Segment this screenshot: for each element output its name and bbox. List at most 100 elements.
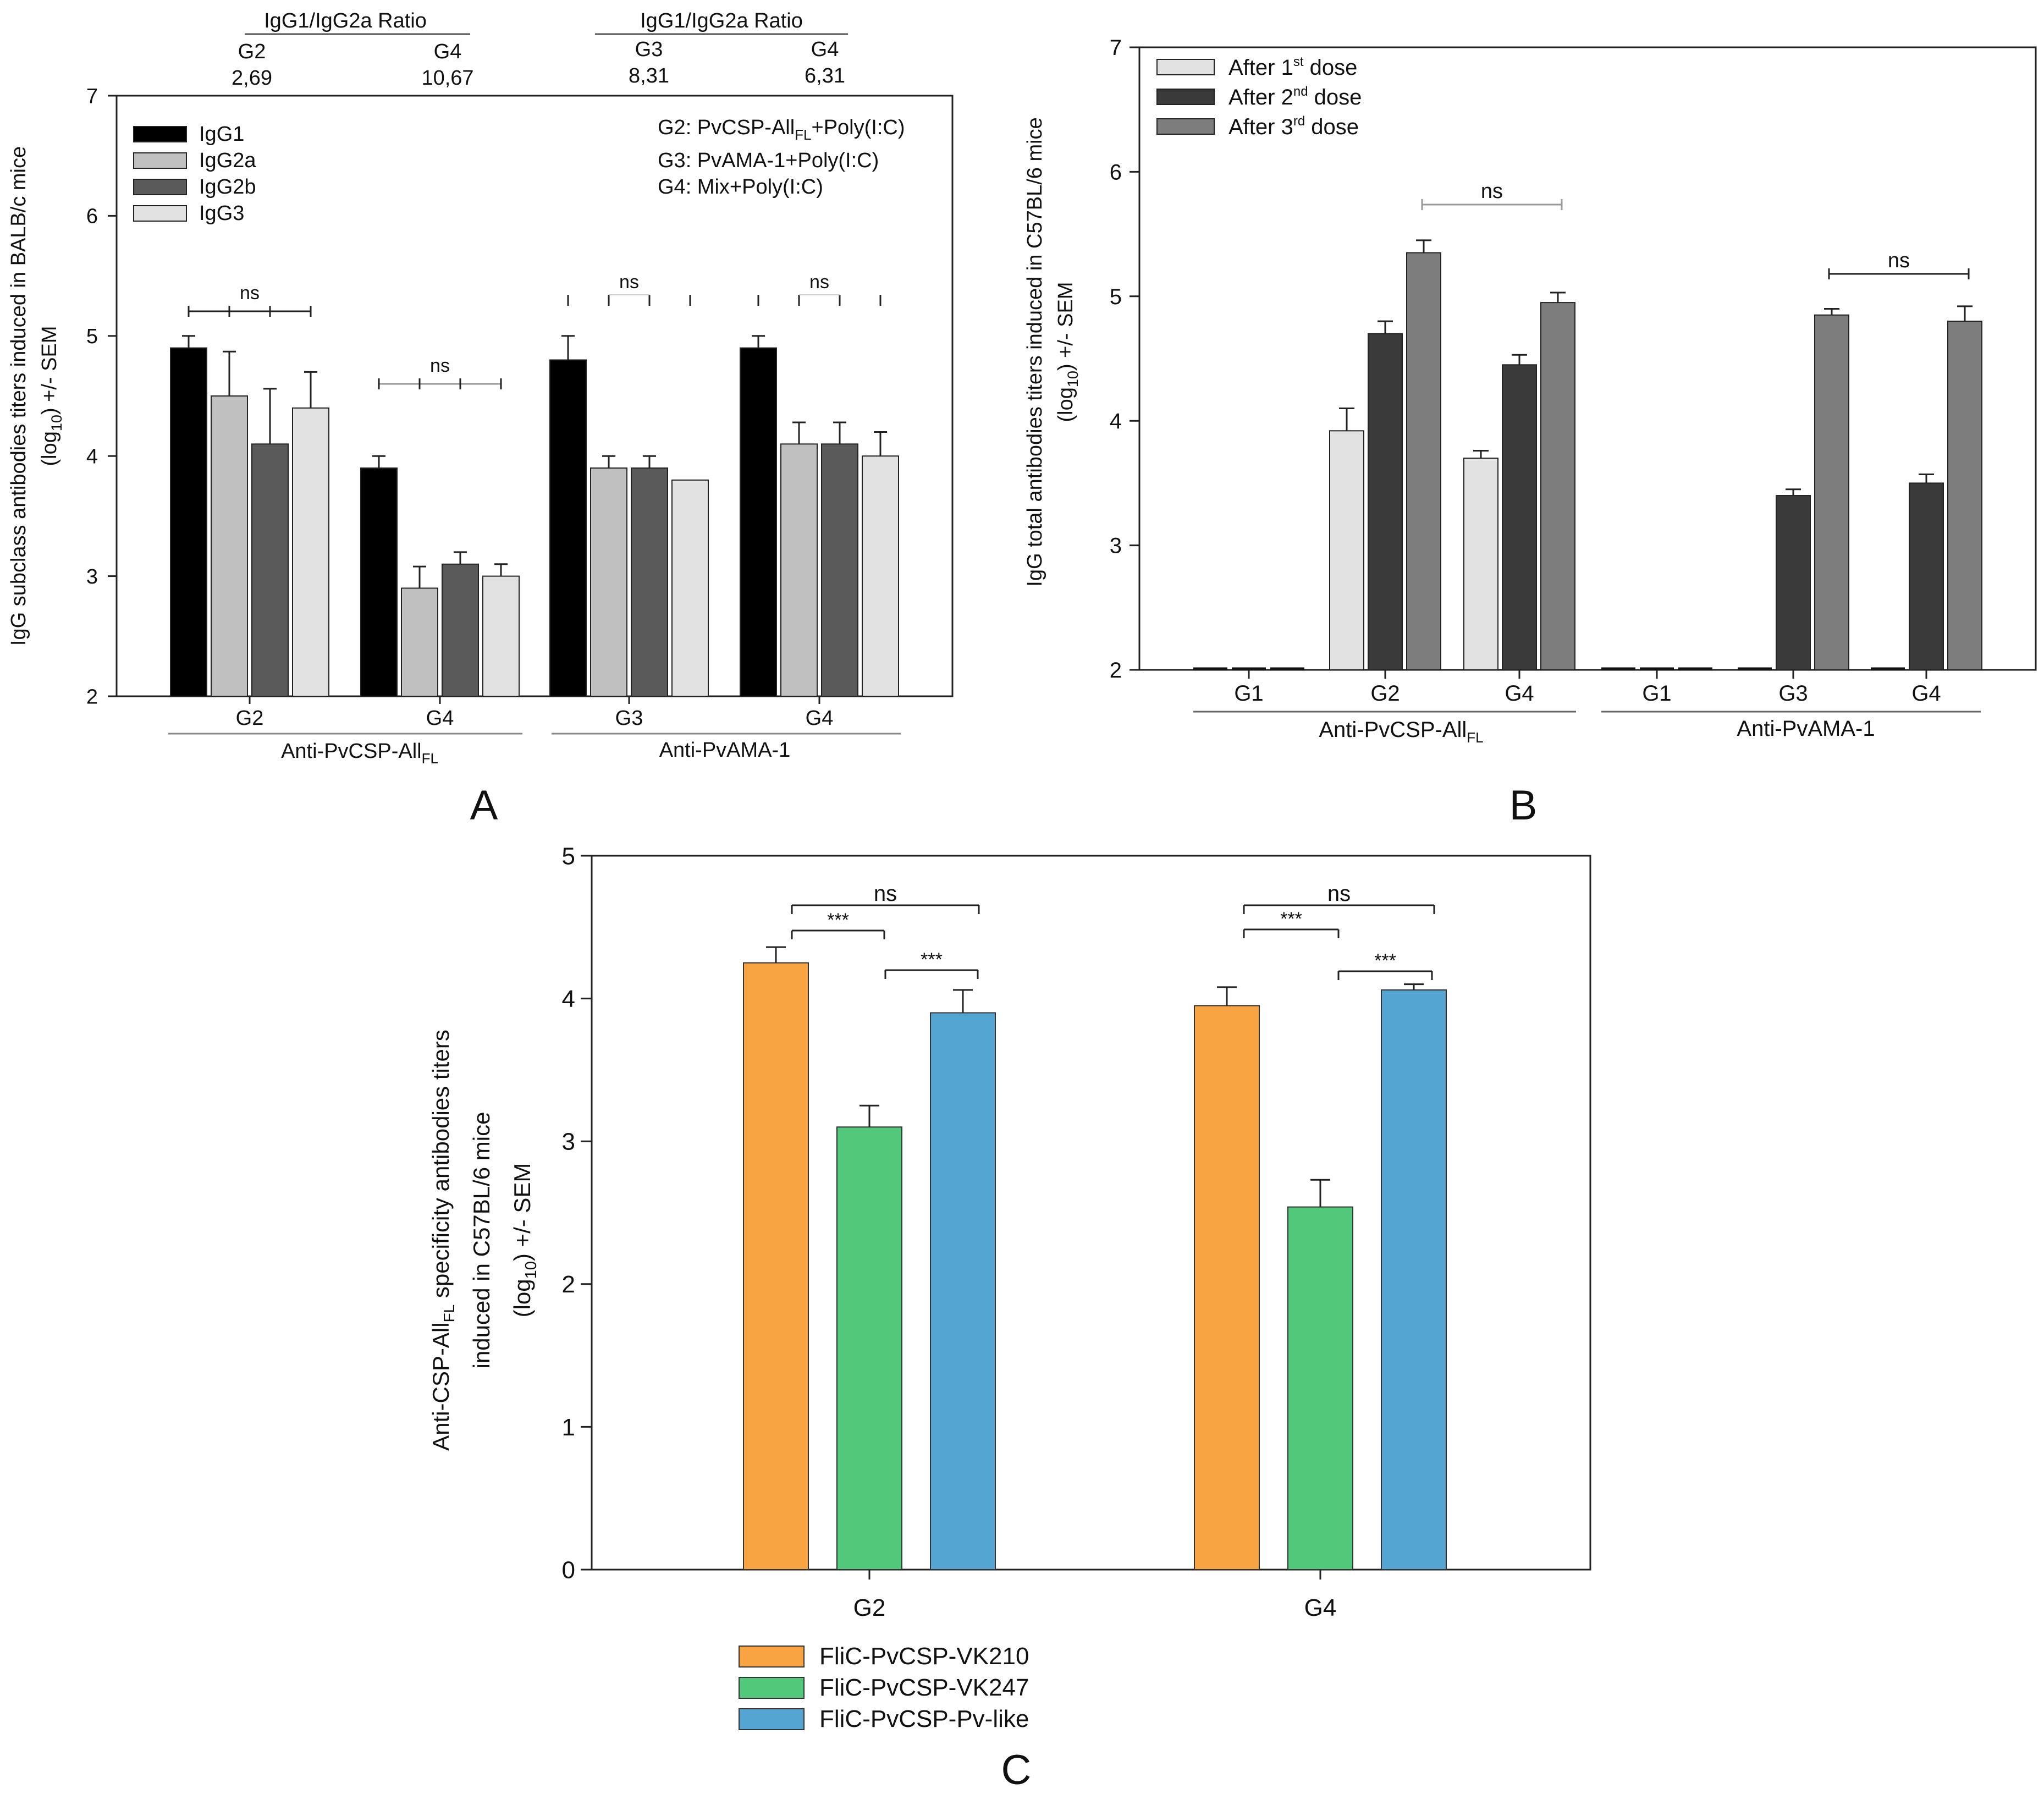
panel-a-bar-igg1 — [549, 359, 587, 697]
ratio-value: 6,31 — [805, 64, 845, 87]
panel-a-bar-igg1 — [170, 347, 207, 697]
panel-a-y-tick-label: 2 — [86, 685, 98, 708]
legend-label: FliC-PvCSP-VK210 — [819, 1643, 1029, 1670]
legend-label: IgG1 — [199, 123, 244, 146]
panel-a-bar-igg3 — [671, 479, 709, 697]
panel-b-plot-frame — [1138, 46, 2037, 671]
legend-label: IgG3 — [199, 202, 244, 225]
panel-a-group-label-csp: Anti-PvCSP-AllFL — [281, 740, 438, 767]
annotation-g3: G3: PvAMA-1+Poly(I:C) — [658, 149, 879, 172]
panel-label-b: B — [1509, 782, 1538, 829]
panel-c-sig-g2-a-label: *** — [827, 910, 849, 931]
legend-swatch — [1156, 89, 1215, 105]
panel-b-x-tick-label: G4 — [1911, 681, 1941, 706]
panel-a-bar-igg2b — [442, 563, 479, 697]
panel-c-ylabel-line1: Anti-CSP-AllFL specificity antibodies ti… — [428, 1030, 458, 1451]
panel-a-group-label-ama: Anti-PvAMA-1 — [659, 739, 791, 762]
panel-b-y-tick-label: 6 — [1110, 160, 1122, 184]
panel-b-ylabel-line2: (log10) +/- SEM — [1054, 282, 1081, 422]
panel-a-x-tick-label: G4 — [426, 707, 454, 730]
panel-b-sig-csp-label: ns — [1481, 180, 1503, 203]
ratio-value: 10,67 — [421, 67, 473, 90]
panel-c-y-tick-label: 5 — [562, 843, 575, 870]
panel-a-y-tick-label: 7 — [86, 85, 98, 108]
legend-label: FliC-PvCSP-Pv-like — [819, 1705, 1029, 1732]
panel-a-legend: IgG1 IgG2a IgG2b IgG3 — [133, 123, 256, 225]
legend-label: After 3rd dose — [1228, 114, 1359, 139]
panel-b-bar-dose-3 — [1947, 321, 1982, 670]
annotation-g2: G2: PvCSP-AllFL+Poly(I:C) — [658, 116, 905, 143]
panel-a-bar-igg2a — [211, 395, 248, 697]
panel-a-sig-g2-label: ns — [240, 283, 260, 304]
panel-b-x-tick-label: G3 — [1778, 681, 1808, 706]
panel-c-bar-flic-pvcsp-pv-like — [1381, 989, 1447, 1570]
panel-a-ratio-header-2: IgG1/IgG2a Ratio G3 G4 8,31 6,31 — [595, 9, 848, 87]
panel-a-ylabel-line1: IgG subclass antibodies titers induced i… — [7, 146, 30, 646]
panel-c-y-tick-label: 2 — [562, 1271, 575, 1298]
legend-label: IgG2a — [199, 149, 256, 172]
panel-a-y-tick-label: 3 — [86, 565, 98, 588]
panel-b-group-label-csp: Anti-PvCSP-AllFL — [1319, 718, 1483, 746]
ratio-group-label: G3 — [635, 38, 663, 61]
panel-a-group-annotations: G2: PvCSP-AllFL+Poly(I:C) G3: PvAMA-1+Po… — [658, 116, 905, 199]
panel-b-bar-dose-3 — [1406, 252, 1441, 670]
legend-label: FliC-PvCSP-VK247 — [819, 1674, 1029, 1701]
panel-c-bar-flic-pvcsp-vk247 — [1287, 1206, 1353, 1570]
panel-a-x-tick-label: G2 — [236, 707, 264, 730]
panel-b-y-axis: 2 3 4 5 6 7 — [1110, 36, 1139, 683]
panel-b-y-tick-label: 2 — [1110, 658, 1122, 683]
legend-swatch — [1156, 118, 1215, 135]
panel-c-y-tick-label: 4 — [562, 986, 575, 1012]
panel-c-x-tick-label: G2 — [853, 1594, 886, 1621]
panel-b-x-tick-label: G1 — [1234, 681, 1263, 706]
legend-swatch — [133, 205, 187, 222]
panel-b-bar-dose-3 — [1540, 302, 1575, 670]
ratio-value: 2,69 — [232, 67, 272, 90]
panel-a-bar-igg1 — [360, 467, 398, 697]
panel-a-y-axis: 2 3 4 5 6 7 — [86, 85, 117, 708]
panel-a-bar-igg3 — [482, 575, 520, 697]
ratio-header-title: IgG1/IgG2a Ratio — [640, 9, 803, 32]
legend-swatch — [1156, 59, 1215, 75]
panel-a-sig-g4-label: ns — [430, 355, 450, 376]
legend-swatch — [133, 126, 187, 142]
legend-label: After 1st dose — [1228, 54, 1357, 80]
panel-a-ylabel-line2: (log10) +/- SEM — [38, 326, 65, 466]
panel-b-bars: G1 G2 G4 G1 G3 G4 — [1193, 239, 1982, 706]
panel-b-group-label-ama: Anti-PvAMA-1 — [1737, 717, 1875, 741]
panel-a-y-tick-label: 4 — [86, 445, 98, 469]
panel-a-bar-igg2b — [821, 443, 858, 697]
panel-c-bar-flic-pvcsp-vk210 — [743, 962, 809, 1570]
panel-a-bar-igg3 — [292, 407, 329, 697]
panel-b-y-tick-label: 5 — [1110, 285, 1122, 309]
panel-label-a: A — [470, 782, 498, 829]
panel-a-y-tick-label: 5 — [86, 325, 98, 348]
panel-a-sig-g4-ama-label: ns — [809, 272, 829, 293]
panel-a-bar-igg2b — [251, 443, 289, 697]
panel-c-sig-g4-a-label: *** — [1280, 909, 1302, 929]
ratio-group-label: G4 — [434, 40, 462, 63]
panel-c-sig-g4-ns-label: ns — [1327, 882, 1351, 906]
panel-a-bar-igg2a — [780, 443, 818, 697]
panel-b-y-tick-label: 7 — [1110, 36, 1122, 60]
panel-a-bar-igg2b — [631, 467, 668, 697]
panel-c-y-axis: 0 1 2 3 4 5 — [562, 843, 592, 1583]
panel-c-bar-flic-pvcsp-pv-like — [930, 1012, 996, 1571]
panel-b-significance: ns ns — [1421, 180, 1970, 279]
panel-c-significance: ns *** *** ns *** *** — [791, 882, 1435, 980]
panel-c-y-tick-label: 1 — [562, 1414, 575, 1441]
legend-swatch — [739, 1677, 805, 1699]
ratio-value: 8,31 — [629, 64, 669, 87]
panel-a-x-tick-label: G3 — [615, 707, 643, 730]
panel-c-bar-flic-pvcsp-vk210 — [1194, 1005, 1260, 1570]
panel-a-y-tick-label: 6 — [86, 205, 98, 228]
panel-b-sig-ama-label: ns — [1888, 249, 1910, 272]
panel-b-ylabel-line1: IgG total antibodies titers induced in C… — [1023, 117, 1046, 586]
panel-a-ratio-header-1: IgG1/IgG2a Ratio G2 G4 2,69 10,67 — [232, 9, 474, 90]
panel-b-y-tick-label: 4 — [1110, 409, 1122, 433]
panel-b-y-tick-label: 3 — [1110, 534, 1122, 558]
panel-c-y-tick-label: 0 — [562, 1556, 575, 1583]
panel-a-bar-igg2a — [401, 587, 438, 697]
